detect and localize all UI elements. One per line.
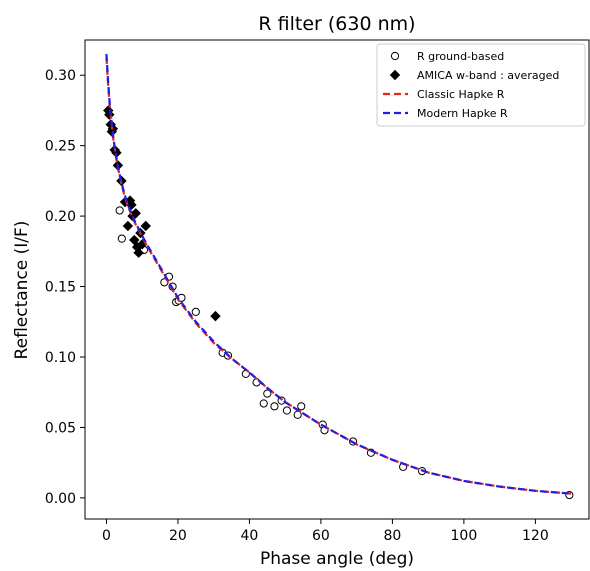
ground-point <box>297 402 306 411</box>
y-tick-label: 0.00 <box>45 491 76 507</box>
legend-label: AMICA w-band : averaged <box>417 69 559 82</box>
amica-point <box>103 105 114 116</box>
plot-frame <box>84 39 590 520</box>
y-axis-label: Reflectance (I/F) <box>12 221 32 360</box>
y-tick-label: 0.05 <box>45 420 76 436</box>
amica-point <box>122 220 134 232</box>
y-tick-label: 0.30 <box>45 68 76 84</box>
ground-point <box>191 307 200 317</box>
amica-point <box>210 310 221 322</box>
ground-point <box>115 206 124 215</box>
ground-point <box>259 399 268 408</box>
x-tick-label: 100 <box>451 528 478 544</box>
y-tick-label: 0.25 <box>45 139 76 155</box>
legend: R ground-based AMICA w-band : averaged Cla… <box>376 43 586 127</box>
y-tick-label: 0.20 <box>45 209 76 225</box>
amica-point <box>119 196 131 208</box>
legend-label: Modern Hapke R <box>417 107 508 120</box>
legend-box <box>376 43 586 127</box>
y-tick-label: 0.15 <box>45 280 76 296</box>
legend-label: R ground-based <box>417 50 504 63</box>
legend-label: Classic Hapke R <box>417 88 505 101</box>
data-marks <box>103 54 574 500</box>
legend-marker <box>390 51 400 61</box>
amica-point <box>133 247 144 258</box>
x-tick-label: 40 <box>241 528 259 544</box>
legend-marker <box>389 69 401 81</box>
x-tick-label: 20 <box>169 528 187 544</box>
plot-area: 0 20 40 60 80 100 120 0.00 0.05 0.10 0.15 0.20 0.25 0… <box>45 39 590 544</box>
chart-title: R filter (630 nm) <box>258 13 415 35</box>
ground-point <box>263 389 272 398</box>
x-tick-label: 120 <box>522 528 549 544</box>
ground-point <box>117 234 126 243</box>
x-axis-label: Phase angle (deg) <box>260 549 414 569</box>
amica-point <box>104 109 115 120</box>
x-tick-label: 0 <box>102 528 111 544</box>
x-tick-label: 80 <box>383 528 401 544</box>
amica-point <box>130 208 141 219</box>
ground-point <box>282 406 292 415</box>
ground-point <box>270 402 279 411</box>
y-tick-label: 0.10 <box>45 350 76 366</box>
modern-hapke-line <box>105 54 572 495</box>
amica-point <box>140 220 151 232</box>
x-tick-label: 60 <box>312 528 330 544</box>
